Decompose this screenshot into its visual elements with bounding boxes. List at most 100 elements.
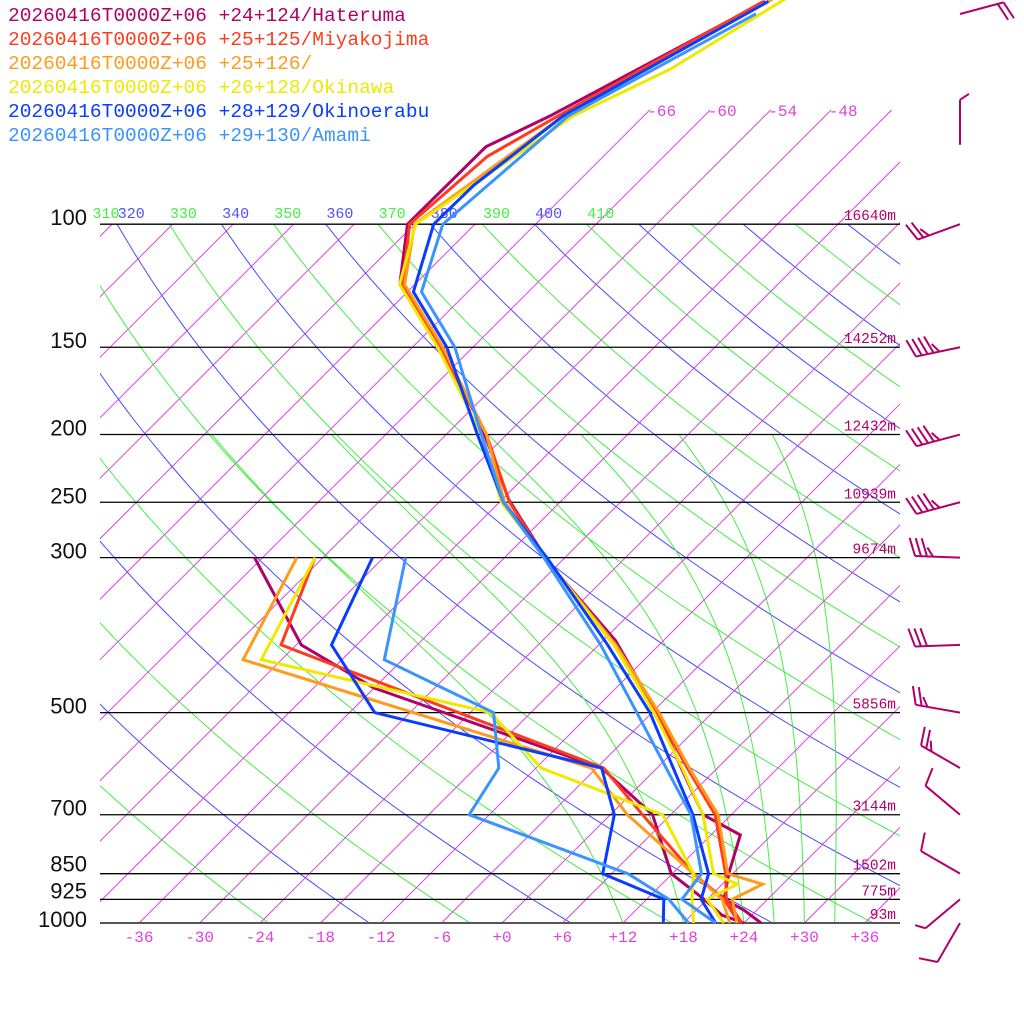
dry-adiabat-line bbox=[847, 224, 900, 265]
legend-station: +24+124/Hateruma bbox=[218, 5, 406, 27]
temperature-tick-label: -36 bbox=[125, 929, 154, 947]
theta-label: 410 bbox=[587, 206, 614, 223]
isotherm-line bbox=[100, 224, 416, 540]
isotherm-line bbox=[320, 342, 900, 923]
isotherm-label: -54 bbox=[768, 103, 797, 121]
temperature-tick-label: +30 bbox=[790, 929, 819, 947]
temperature-tick-label: +36 bbox=[850, 929, 879, 947]
amami-temperature-line bbox=[419, 12, 757, 925]
dry-adiabat-line bbox=[794, 224, 900, 306]
legend-item: 20260416T0000Z+06 +26+128/Okinawa bbox=[8, 76, 429, 100]
pressure-label: 925 bbox=[50, 878, 87, 903]
moist-adiabat-line bbox=[771, 434, 837, 923]
isotherm-line bbox=[100, 224, 355, 479]
wind-barb bbox=[908, 537, 961, 559]
legend-time: 20260416T0000Z+06 bbox=[8, 5, 207, 27]
isotherm-line bbox=[100, 224, 234, 359]
isotherm-line bbox=[683, 705, 900, 923]
isotherm-label: -48 bbox=[829, 103, 858, 121]
temperature-tick-label: +0 bbox=[492, 929, 511, 947]
height-label: 93m bbox=[870, 908, 896, 924]
moist-adiabat-line bbox=[487, 434, 745, 923]
theta-label: 340 bbox=[222, 206, 249, 223]
theta-label: 330 bbox=[170, 206, 197, 223]
legend: 20260416T0000Z+06 +24+124/Hateruma 202604… bbox=[8, 4, 429, 148]
wind-barb bbox=[911, 685, 961, 714]
isotherm-line bbox=[380, 403, 900, 923]
miyakojima-dewpoint-line bbox=[279, 557, 741, 924]
height-label: 14252m bbox=[844, 332, 896, 348]
okinawa-dewpoint-line bbox=[259, 556, 696, 924]
legend-item: 20260416T0000Z+06 +24+124/Hateruma bbox=[8, 4, 429, 28]
isotherm-label: -66 bbox=[647, 103, 676, 121]
wind-barbs bbox=[905, 1, 1015, 963]
pressure-label: 200 bbox=[50, 416, 87, 441]
theta-label: 350 bbox=[274, 206, 301, 223]
wind-barb bbox=[924, 767, 961, 816]
moist-adiabat-line bbox=[331, 434, 684, 923]
wind-barb bbox=[907, 627, 961, 648]
temperature-tick-label: -6 bbox=[432, 929, 451, 947]
isotherm-line bbox=[100, 109, 772, 782]
isotherm-line bbox=[138, 161, 900, 923]
temperature-tick-label: -30 bbox=[185, 929, 214, 947]
wind-barb bbox=[905, 335, 961, 358]
moist-adiabat-line bbox=[678, 434, 805, 923]
moist-adiabat-line bbox=[580, 434, 775, 923]
legend-time: 20260416T0000Z+06 bbox=[8, 53, 207, 75]
dry-adiabat-line bbox=[220, 224, 900, 788]
legend-time: 20260416T0000Z+06 bbox=[8, 77, 207, 99]
legend-time: 20260416T0000Z+06 bbox=[8, 29, 207, 51]
theta-label: 400 bbox=[535, 206, 562, 223]
height-label: 12432m bbox=[844, 420, 896, 436]
height-label: 10939m bbox=[844, 487, 896, 503]
wind-barb bbox=[920, 726, 961, 769]
moist-adiabat-line bbox=[211, 434, 624, 923]
wind-barb bbox=[905, 425, 961, 448]
okinoerabu-dewpoint-line bbox=[329, 556, 666, 924]
legend-time: 20260416T0000Z+06 bbox=[8, 101, 207, 123]
isotherm-line bbox=[100, 109, 832, 842]
theta-label: 390 bbox=[483, 206, 510, 223]
pressure-label: 250 bbox=[50, 483, 87, 508]
theta-label: 310 bbox=[92, 206, 119, 223]
height-label: 5856m bbox=[852, 698, 896, 714]
legend-time: 20260416T0000Z+06 bbox=[8, 125, 207, 147]
wind-barb bbox=[905, 492, 961, 515]
legend-station: +29+130/Amami bbox=[218, 125, 371, 147]
pressure-grid bbox=[100, 223, 900, 924]
height-label: 1502m bbox=[852, 859, 896, 875]
isotherm-line bbox=[100, 224, 295, 419]
wind-barb bbox=[959, 1, 1015, 21]
legend-item: 20260416T0000Z+06 +25+125/Miyakojima bbox=[8, 28, 429, 52]
temperature-tick-label: +6 bbox=[553, 929, 572, 947]
legend-station: +25+126/ bbox=[218, 53, 313, 75]
temperature-tick-label: +24 bbox=[730, 929, 759, 947]
miyakojima-temperature-line bbox=[401, 0, 765, 924]
pressure-label: 500 bbox=[50, 694, 87, 719]
theta-label: 360 bbox=[326, 206, 353, 223]
isotherm-line bbox=[100, 224, 476, 600]
okinoerabu-temperature-line bbox=[411, 0, 770, 924]
sounding-series bbox=[240, 0, 787, 925]
legend-item: 20260416T0000Z+06 +28+129/Okinoerabu bbox=[8, 100, 429, 124]
theta-label: 320 bbox=[118, 206, 145, 223]
isotherm-line bbox=[0, 224, 52, 923]
height-label: 9674m bbox=[852, 543, 896, 559]
pressure-label: 850 bbox=[50, 852, 87, 877]
isotherm-line bbox=[100, 109, 711, 721]
dry-adiabat-line bbox=[273, 224, 900, 741]
isotherm-label: -60 bbox=[708, 103, 737, 121]
pressure-label: 100 bbox=[50, 205, 87, 230]
isotherm-line bbox=[743, 766, 900, 923]
legend-station: +28+129/Okinoerabu bbox=[218, 101, 430, 123]
legend-station: +25+125/Miyakojima bbox=[218, 29, 430, 51]
pressure-label: 700 bbox=[50, 796, 87, 821]
dry-adiabat-line bbox=[742, 224, 900, 347]
dry-adiabat-line bbox=[899, 224, 900, 226]
dry-adiabat-line bbox=[534, 224, 900, 515]
25126-dewpoint-line bbox=[240, 556, 732, 924]
isotherm-line bbox=[100, 109, 651, 661]
theta-label: 370 bbox=[379, 206, 406, 223]
